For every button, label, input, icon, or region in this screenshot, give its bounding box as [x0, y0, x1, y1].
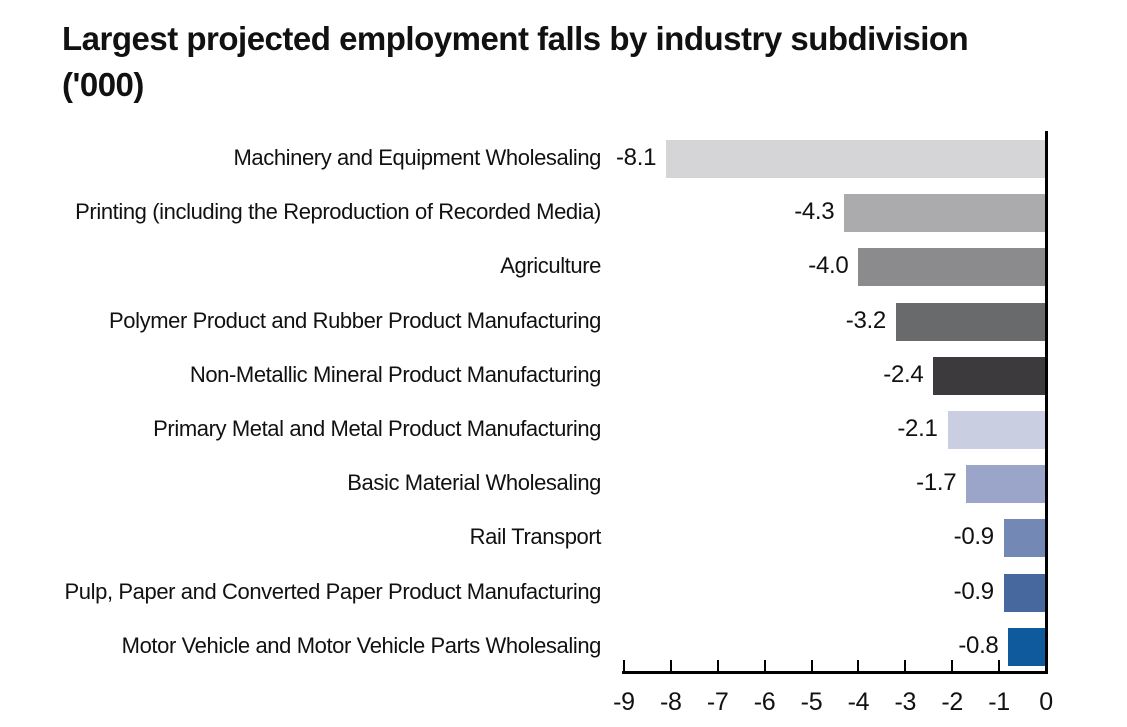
x-axis-tick-label: -5: [800, 688, 823, 716]
bar: [947, 411, 1046, 449]
x-axis-tick: [951, 660, 954, 673]
x-axis-tick-label: -1: [988, 688, 1010, 716]
x-axis-line: [622, 671, 1048, 674]
value-label: -0.9: [953, 523, 994, 551]
bar: [1003, 573, 1046, 612]
x-axis-tick-label: -4: [847, 688, 870, 716]
category-label: Motor Vehicle and Motor Vehicle Parts Wh…: [121, 632, 602, 658]
category-label: Agriculture: [500, 253, 601, 279]
category-label: Printing (including the Reproduction of …: [75, 199, 601, 225]
value-label: -4.0: [808, 252, 849, 280]
x-axis-tick: [857, 660, 860, 673]
x-axis-tick-label: -9: [613, 688, 635, 716]
bar: [1008, 627, 1046, 666]
x-axis-tick-label: -3: [894, 688, 917, 716]
value-label: -4.3: [794, 198, 835, 226]
value-label: -2.4: [883, 360, 924, 388]
bar: [895, 302, 1046, 341]
value-label: -1.7: [916, 469, 957, 497]
bar: [858, 248, 1046, 287]
x-axis-tick: [763, 660, 766, 673]
bar: [666, 140, 1046, 178]
zero-baseline: [1045, 131, 1048, 674]
category-label: Primary Metal and Metal Product Manufact…: [153, 416, 601, 441]
x-axis-tick: [998, 660, 1001, 673]
value-label: -8.1: [615, 144, 657, 171]
value-label: -0.9: [953, 577, 994, 605]
bar: [966, 465, 1046, 504]
x-axis-tick: [669, 660, 672, 673]
value-label: -0.8: [958, 631, 999, 659]
x-axis-tick-label: 0: [1039, 688, 1053, 716]
x-axis-tick: [716, 660, 719, 673]
x-axis-tick: [810, 660, 813, 673]
category-label: Machinery and Equipment Wholesaling: [233, 145, 601, 170]
x-axis-tick-label: -2: [941, 688, 963, 716]
bar: [1003, 519, 1046, 558]
x-axis-tick: [904, 660, 907, 673]
bar: [844, 194, 1046, 233]
bar: [933, 356, 1046, 395]
chart-title: Largest projected employment falls by in…: [62, 20, 969, 103]
category-label: Polymer Product and Rubber Product Manuf…: [109, 307, 601, 333]
value-label: -3.2: [845, 306, 886, 334]
x-axis-tick-label: -7: [706, 688, 729, 716]
category-label: Basic Material Wholesaling: [347, 470, 601, 496]
value-label: -2.1: [897, 415, 938, 442]
category-label: Non-Metallic Mineral Product Manufacturi…: [189, 361, 602, 387]
category-label: Pulp, Paper and Converted Paper Product …: [64, 578, 602, 604]
category-label: Rail Transport: [469, 524, 602, 550]
x-axis-tick-label: -8: [659, 688, 682, 716]
x-axis-tick: [622, 660, 625, 673]
x-axis-tick-label: -6: [753, 688, 776, 716]
